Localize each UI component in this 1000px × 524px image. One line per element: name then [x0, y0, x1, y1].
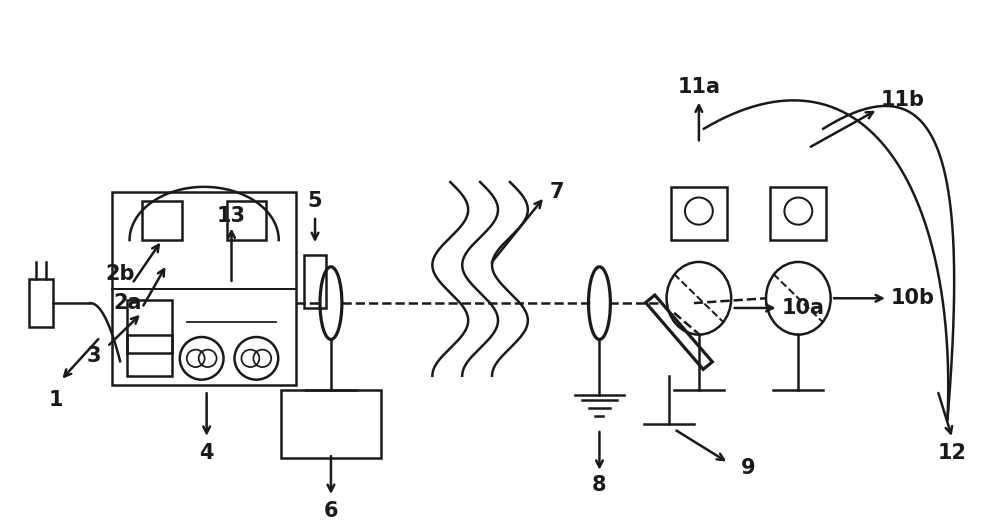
Text: 5: 5 [308, 191, 322, 211]
Bar [29, 279, 52, 328]
Bar [127, 335, 172, 376]
Bar [227, 201, 266, 240]
Text: 10b: 10b [891, 288, 935, 308]
Text: 6: 6 [324, 501, 338, 521]
Text: 3: 3 [87, 346, 102, 366]
Text: 12: 12 [938, 443, 967, 463]
Text: 9: 9 [741, 458, 756, 478]
Text: 8: 8 [592, 475, 607, 495]
Text: 2a: 2a [114, 293, 142, 313]
Bar [281, 390, 381, 458]
Text: 13: 13 [217, 206, 246, 226]
Bar [304, 255, 326, 308]
Text: 2b: 2b [105, 264, 135, 284]
Text: 11b: 11b [881, 90, 925, 110]
Text: 7: 7 [549, 182, 564, 202]
Bar [112, 192, 296, 386]
Bar [671, 187, 727, 240]
Text: 11a: 11a [677, 77, 720, 97]
Bar [127, 300, 172, 354]
Text: 10a: 10a [782, 298, 825, 318]
Bar [770, 187, 826, 240]
Text: 4: 4 [199, 443, 214, 463]
Bar [142, 201, 182, 240]
Text: 1: 1 [48, 390, 63, 410]
